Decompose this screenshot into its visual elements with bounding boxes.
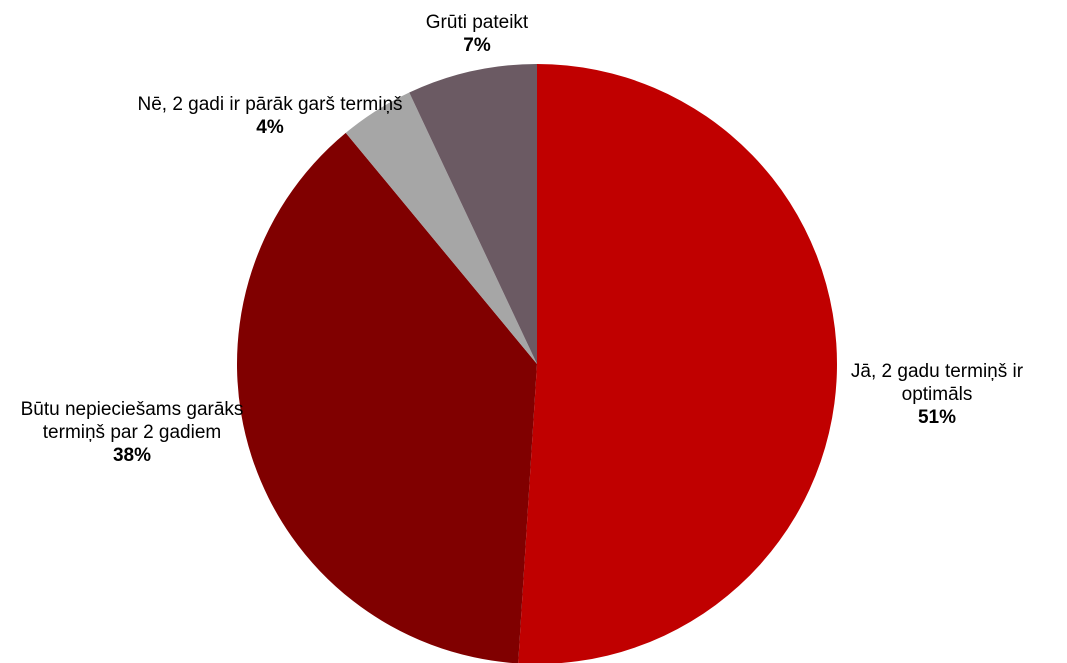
pie-slice (518, 64, 837, 663)
slice-label: Jā, 2 gadu termiņš ir optimāls 51% (837, 360, 1037, 429)
slice-label: Būtu nepieciešams garāks termiņš par 2 g… (12, 398, 252, 467)
category-label: Nē, 2 gadi ir pārāk garš termiņš (137, 94, 403, 115)
slice-label: Grūti pateikt 7% (377, 11, 577, 57)
value-label: 51% (917, 407, 957, 428)
value-label: 38% (112, 445, 152, 466)
category-label: Jā, 2 gadu termiņš ir optimāls (850, 361, 1024, 405)
pie-slice (409, 64, 537, 364)
pie-slice (345, 92, 537, 365)
category-label: Grūti pateikt (425, 12, 529, 33)
value-label: 4% (256, 117, 284, 138)
slice-label: Nē, 2 gadi ir pārāk garš termiņš 4% (120, 93, 420, 139)
pie-slice (237, 132, 537, 663)
value-label: 7% (463, 35, 491, 56)
category-label: Būtu nepieciešams garāks termiņš par 2 g… (20, 399, 244, 443)
